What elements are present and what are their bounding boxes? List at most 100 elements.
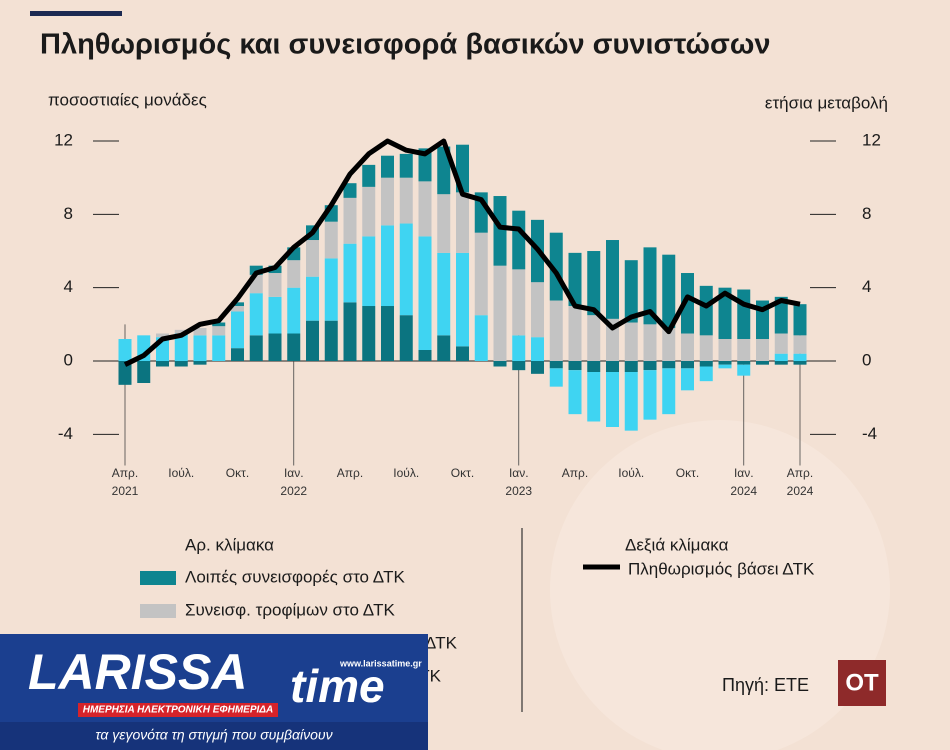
bar-segment [718, 361, 732, 365]
bar-segment [231, 302, 244, 307]
decor-circle [550, 420, 890, 750]
bar-segment [699, 366, 713, 382]
bar-segment [437, 146, 451, 195]
bar-segment [681, 368, 694, 391]
logo-slogan: τα γεγονότα τη στιγμή που συμβαίνουν [95, 727, 332, 743]
bar-segment [418, 181, 432, 237]
bar-segment [568, 252, 582, 307]
bar-segment [343, 183, 357, 198]
bar-segment [324, 320, 338, 361]
bar-segment [343, 243, 357, 303]
bar-segment [737, 289, 751, 340]
overlay-logo: LARISSA time www.larissatime.gr ΗΜΕΡΗΣΙΑ… [0, 634, 428, 750]
bar-segment [643, 247, 657, 325]
bar-segment [418, 350, 432, 361]
bar-segment [474, 232, 488, 316]
legend-swatch [140, 604, 176, 618]
bar-segment [437, 194, 451, 253]
bar-segment [587, 361, 601, 372]
y2-tick-label: 0 [862, 350, 871, 369]
legend-label: Λοιπές συνεισφορές στο ΔΤΚ [185, 567, 406, 586]
bar-segment [287, 287, 301, 334]
bar-segment [624, 322, 638, 361]
bar-segment [474, 315, 488, 361]
legend-label: Συνεισφ. τροφίμων στο ΔΤΚ [185, 600, 396, 619]
x-tick-label: Ιούλ. [168, 466, 194, 480]
source: Πηγή: ΕΤΕ [722, 675, 809, 695]
bar-segment [249, 335, 263, 361]
bar-segment [156, 361, 169, 367]
bar-segment [324, 258, 338, 321]
bar-segment [193, 328, 207, 336]
bar-segment [587, 251, 601, 316]
x-tick-label: Οκτ. [451, 466, 474, 480]
bar-segment [681, 273, 694, 334]
bar-segment [699, 285, 713, 336]
bar-segment [718, 339, 732, 361]
y-tick-label: 0 [64, 350, 73, 369]
bar-segment [249, 293, 263, 336]
bar-segment [362, 236, 376, 307]
bar-segment [174, 329, 188, 334]
bar-segment [756, 361, 769, 365]
x-tick-label: Ιούλ. [618, 466, 644, 480]
bar-segment [568, 370, 582, 415]
logo-tag-bg [78, 703, 278, 717]
legend-label: ΔΤΚ [425, 633, 458, 652]
chart-title: Πληθωρισμός και συνεισφορά βασικών συνισ… [40, 29, 770, 61]
bar-segment [493, 361, 507, 367]
logo-url: www.larissatime.gr [339, 658, 422, 668]
bar-segment [193, 361, 207, 365]
x-tick-label: Ιούλ. [393, 466, 419, 480]
bar-segment [193, 335, 207, 361]
bar-segment [212, 322, 226, 327]
bar-segment [437, 252, 451, 336]
bar-segment [118, 361, 132, 385]
bar-segment [549, 300, 563, 361]
bar-segment [399, 177, 413, 224]
bar-segment [624, 361, 638, 372]
bar-segment [793, 335, 807, 354]
bar-segment [343, 197, 357, 244]
bar-segment [137, 361, 151, 383]
bar-segment [268, 296, 282, 334]
bar-segment [399, 153, 413, 178]
bar-segment [306, 276, 319, 321]
bar-segment [231, 348, 244, 361]
bar-segment [587, 371, 601, 422]
bar-segment [681, 333, 694, 361]
bar-segment [681, 361, 694, 369]
bar-segment [212, 335, 226, 361]
bar-segment [456, 252, 469, 347]
bar-segment [774, 333, 788, 354]
x-tick-label: Απρ. [562, 466, 588, 480]
bar-segment [606, 318, 619, 361]
x-tick-label: Οκτ. [226, 466, 249, 480]
bar-segment [643, 361, 657, 371]
top-rule [30, 11, 122, 16]
logo-name2: time [290, 660, 385, 712]
bar-segment [662, 328, 676, 361]
x-tick-label: Ιαν. 2022 [280, 466, 307, 498]
bar-segment [512, 210, 526, 270]
bar-segment [531, 282, 544, 338]
y-tick-label: -4 [58, 424, 73, 443]
bar-segment [306, 320, 319, 361]
x-tick-label: Απρ. 2021 [112, 466, 139, 498]
bar-segment [774, 353, 788, 361]
bar-segment [643, 370, 657, 420]
y-axis-label: ποσοστιαίες μονάδες [48, 90, 207, 109]
bar-segment [606, 240, 619, 319]
y2-axis-label: ετήσια μεταβολή [765, 93, 888, 112]
bar-segment [399, 223, 413, 316]
y-tick-label: 4 [64, 277, 73, 296]
bar-segment [662, 361, 676, 369]
bar-segment [737, 364, 751, 376]
bar-segment [118, 339, 132, 361]
logo-tagline: ΗΜΕΡΗΣΙΑ ΗΛΕΚΤΡΟΝΙΚΗ ΕΦΗΜΕΡΙΔΑ [83, 705, 273, 716]
legend-left-title: Αρ. κλίμακα [185, 535, 274, 554]
bar-segment [493, 265, 507, 361]
brand-box [838, 660, 886, 706]
bar-segment [756, 339, 769, 361]
